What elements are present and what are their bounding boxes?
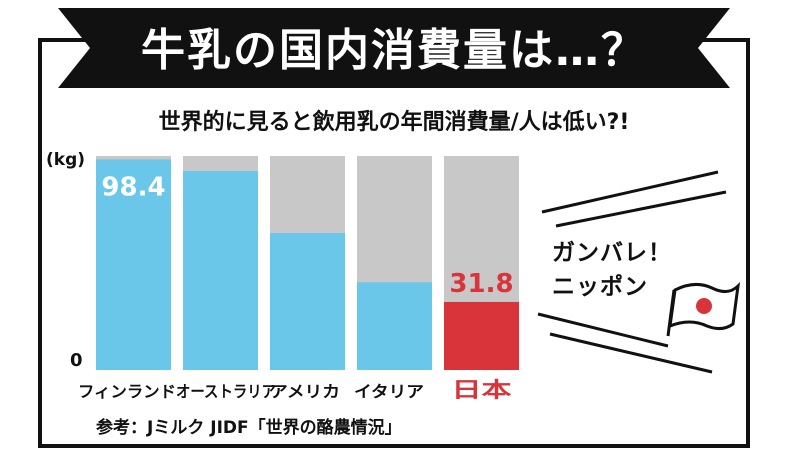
speed-line-top-2 [555,190,727,228]
bar [444,301,519,370]
bar-value-label: 98.4 [101,172,165,202]
cheer-text: ガンバレ！ ニッポン [552,236,692,304]
y-axis-zero: 0 [70,350,83,371]
category-label: オーストラリア [176,382,276,401]
bar [96,159,171,370]
category-label: フィンランド [78,382,176,401]
y-axis-unit: (kg) [46,150,86,170]
bar [183,170,258,370]
bar-value-label: 31.8 [449,269,513,299]
japan-flag-icon [666,281,741,337]
chart-subtitle: 世界的に見ると飲用乳の年間消費量/人は低い?! [158,110,630,135]
cheer-line-2: ニッポン [552,274,648,300]
speed-line-bottom-2 [549,332,713,374]
page-title: 牛乳の国内消費量は…？ [141,25,647,76]
speed-line-bottom-1 [537,312,669,348]
category-label: 日本 [452,378,512,402]
cheer-line-1: ガンバレ！ [552,240,672,266]
speed-line-top-1 [541,170,719,214]
bar [270,233,345,370]
source-note: 参考：Jミルク JIDF「世界の酪農情況」 [96,418,402,438]
title-banner [58,8,730,88]
category-label: イタリア [354,382,424,401]
bar [357,282,432,370]
category-label: アメリカ [270,382,340,401]
